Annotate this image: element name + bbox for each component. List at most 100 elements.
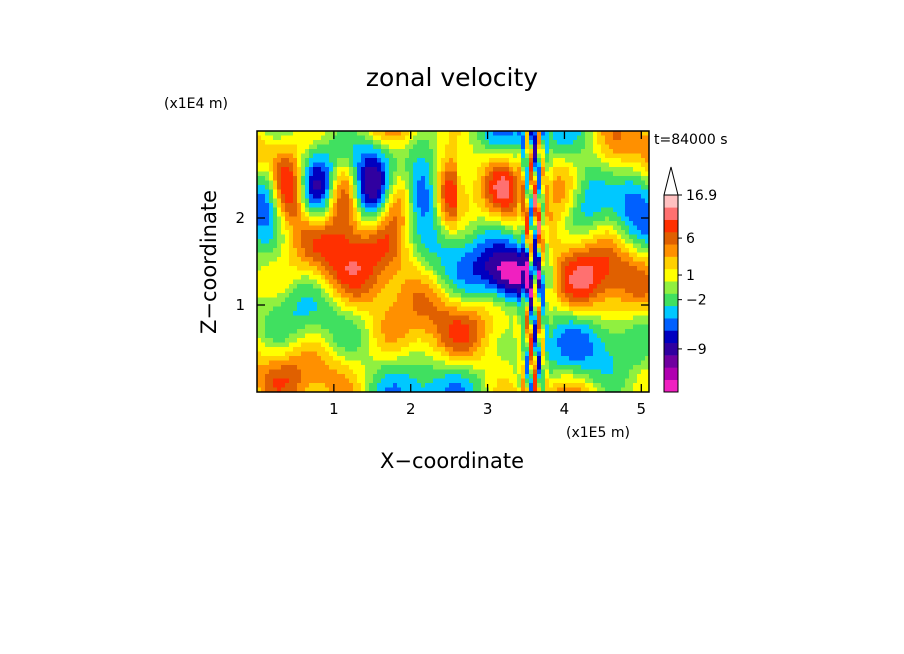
field-cell	[493, 338, 498, 344]
field-cell	[405, 144, 410, 150]
field-cell	[489, 216, 494, 222]
field-cell	[413, 234, 418, 240]
field-cell	[425, 176, 430, 182]
field-cell	[485, 297, 490, 303]
field-cell	[401, 252, 406, 258]
field-cell	[437, 131, 442, 137]
field-cell	[549, 198, 554, 204]
field-cell	[369, 329, 374, 335]
field-cell	[421, 198, 426, 204]
field-cell	[305, 158, 310, 164]
field-cell	[453, 234, 458, 240]
field-cell	[461, 189, 466, 195]
field-cell	[629, 311, 634, 317]
field-cell	[381, 185, 386, 191]
field-cell	[301, 243, 306, 249]
field-cell	[377, 153, 382, 159]
field-cell	[405, 230, 410, 236]
field-cell	[333, 212, 338, 218]
field-cell	[465, 338, 470, 344]
field-cell	[605, 338, 610, 344]
field-cell	[465, 347, 470, 353]
field-cell	[613, 162, 618, 168]
field-cell	[325, 149, 330, 155]
field-cell	[445, 203, 450, 209]
field-cell	[333, 342, 338, 348]
field-cell	[281, 149, 286, 155]
field-cell	[309, 279, 314, 285]
field-cell	[345, 248, 350, 254]
field-cell	[453, 288, 458, 294]
field-cell	[589, 221, 594, 227]
field-cell	[305, 131, 310, 137]
field-cell	[465, 311, 470, 317]
field-cell	[357, 180, 362, 186]
field-cell	[313, 333, 318, 339]
field-cell	[645, 315, 649, 321]
field-cell	[341, 221, 346, 227]
field-cell	[421, 347, 426, 353]
field-cell	[277, 329, 282, 335]
field-cell	[297, 135, 302, 141]
field-cell	[505, 162, 510, 168]
field-cell	[625, 315, 630, 321]
field-cell	[605, 140, 610, 146]
field-cell	[433, 329, 438, 335]
field-cell	[641, 270, 646, 276]
field-cell	[537, 203, 542, 209]
field-cell	[385, 284, 390, 290]
field-cell	[361, 293, 366, 299]
field-cell	[425, 194, 430, 200]
field-cell	[337, 243, 342, 249]
field-cell	[645, 221, 649, 227]
field-cell	[513, 144, 518, 150]
field-cell	[625, 342, 630, 348]
field-cell	[525, 203, 530, 209]
field-cell	[461, 158, 466, 164]
field-cell	[273, 288, 278, 294]
field-cell	[549, 288, 554, 294]
field-cell	[297, 306, 302, 312]
field-cell	[409, 171, 414, 177]
field-cell	[517, 230, 522, 236]
field-cell	[389, 171, 394, 177]
field-cell	[557, 351, 562, 357]
field-cell	[345, 162, 350, 168]
field-cell	[605, 284, 610, 290]
field-cell	[509, 243, 514, 249]
field-cell	[329, 338, 334, 344]
field-cell	[389, 234, 394, 240]
field-cell	[493, 356, 498, 362]
field-cell	[601, 279, 606, 285]
field-cell	[349, 351, 354, 357]
field-cell	[541, 279, 546, 285]
field-cell	[585, 315, 590, 321]
field-cell	[557, 221, 562, 227]
field-cell	[453, 185, 458, 191]
field-cell	[469, 311, 474, 317]
field-cell	[477, 306, 482, 312]
field-cell	[537, 279, 542, 285]
field-cell	[405, 252, 410, 258]
field-cell	[565, 311, 570, 317]
field-cell	[441, 338, 446, 344]
field-cell	[325, 315, 330, 321]
field-cell	[401, 266, 406, 272]
field-cell	[425, 131, 430, 137]
field-cell	[485, 315, 490, 321]
field-cell	[373, 252, 378, 258]
field-cell	[269, 311, 274, 317]
field-cell	[325, 189, 330, 195]
field-cell	[481, 198, 486, 204]
field-cell	[301, 275, 306, 281]
field-cell	[541, 221, 546, 227]
field-cell	[385, 347, 390, 353]
field-cell	[321, 203, 326, 209]
field-cell	[333, 189, 338, 195]
field-cell	[477, 171, 482, 177]
field-cell	[605, 144, 610, 150]
field-cell	[597, 158, 602, 164]
field-cell	[609, 329, 614, 335]
field-cell	[537, 140, 542, 146]
field-cell	[397, 324, 402, 330]
